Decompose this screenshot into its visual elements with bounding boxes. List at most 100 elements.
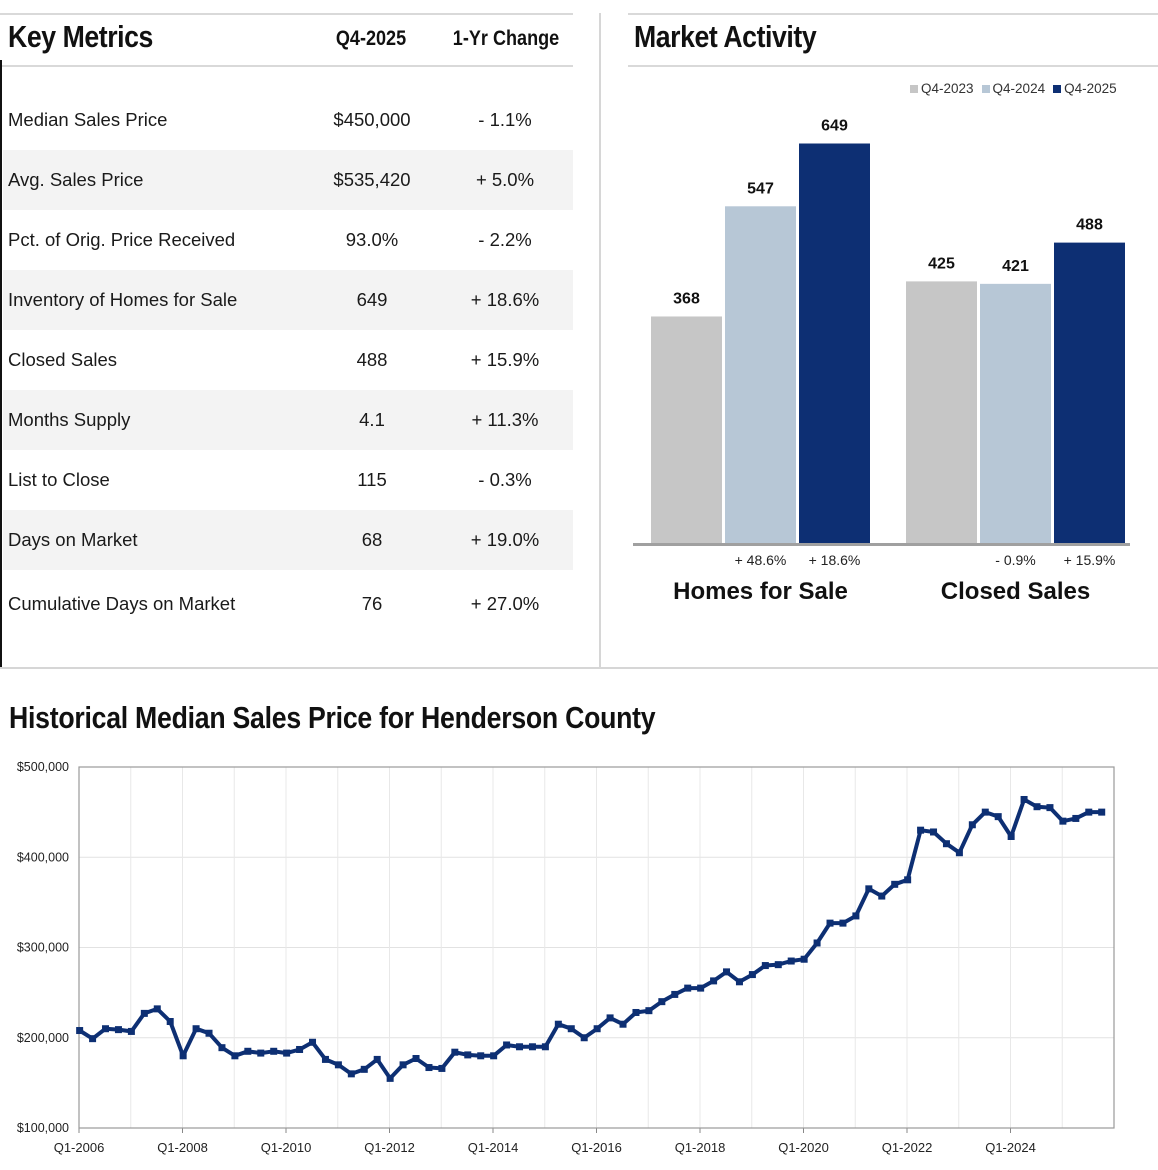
data-point	[761, 962, 769, 970]
legend-label: Q4-2025	[1064, 81, 1117, 96]
data-point	[102, 1025, 110, 1033]
data-point	[865, 885, 873, 893]
bar-value-label: 488	[1076, 217, 1103, 234]
bar-value-label: 368	[673, 290, 700, 307]
data-point	[930, 828, 938, 836]
data-point	[451, 1048, 459, 1056]
bar	[725, 206, 796, 544]
metric-label: Months Supply	[8, 409, 131, 430]
data-point	[425, 1064, 433, 1072]
bar-value-label: 421	[1002, 258, 1029, 275]
data-point	[360, 1065, 368, 1073]
data-point	[852, 912, 860, 920]
data-point	[528, 1043, 536, 1051]
data-point	[658, 998, 666, 1006]
metric-change: + 27.0%	[470, 593, 540, 614]
key-metrics-title: Key Metrics	[8, 19, 153, 54]
data-point	[735, 978, 743, 986]
metric-value: $535,420	[333, 169, 411, 190]
key-metrics-panel: Key Metrics Q4-2025 1-Yr Change Median S…	[0, 0, 600, 668]
metric-label: Avg. Sales Price	[8, 169, 144, 190]
data-point	[127, 1027, 135, 1035]
data-point	[684, 984, 692, 992]
x-tick-label: Q1-2024	[985, 1140, 1036, 1155]
x-tick-label: Q1-2012	[364, 1140, 415, 1155]
data-point	[904, 876, 912, 884]
data-point	[826, 919, 834, 927]
x-tick-label: Q1-2010	[261, 1140, 312, 1155]
metric-change: + 11.3%	[471, 409, 539, 430]
period-column-header: Q4-2025	[335, 27, 407, 50]
metric-row: Pct. of Orig. Price Received 93.0% - 2.2%	[3, 210, 573, 270]
legend-swatch	[1053, 85, 1062, 93]
metric-value: 93.0%	[345, 229, 399, 250]
bar-change-label: - 0.9%	[995, 552, 1035, 568]
data-point	[917, 826, 925, 834]
data-point	[671, 990, 679, 998]
data-point	[697, 984, 705, 992]
data-point	[981, 808, 989, 816]
data-point	[321, 1055, 329, 1063]
x-tick-label: Q1-2014	[468, 1140, 519, 1155]
data-point	[347, 1070, 355, 1078]
category-label: Closed Sales	[941, 578, 1090, 605]
metric-value: 649	[356, 289, 388, 310]
data-point	[296, 1045, 304, 1053]
data-point	[619, 1020, 627, 1028]
bar	[1054, 242, 1125, 544]
data-point	[464, 1051, 472, 1059]
legend-swatch	[981, 85, 990, 93]
data-point	[1033, 803, 1041, 811]
data-point	[76, 1027, 84, 1035]
metric-value: 76	[361, 593, 383, 614]
x-tick-label: Q1-2018	[675, 1140, 726, 1155]
metric-label: Pct. of Orig. Price Received	[8, 229, 236, 250]
data-point	[567, 1025, 575, 1033]
data-point	[955, 849, 963, 857]
y-tick-label: $100,000	[17, 1121, 69, 1135]
metric-row: Months Supply 4.1 + 11.3%	[3, 390, 573, 450]
y-tick-label: $400,000	[17, 850, 69, 864]
data-point	[1072, 814, 1080, 822]
data-point	[192, 1025, 200, 1033]
data-point	[1020, 795, 1028, 803]
metric-change: - 1.1%	[478, 109, 532, 130]
bar-change-label: + 48.6%	[735, 552, 787, 568]
metric-value: 68	[361, 529, 383, 550]
metric-label: List to Close	[8, 469, 110, 490]
data-point	[166, 1018, 174, 1026]
data-point	[140, 1009, 148, 1017]
metric-value: $450,000	[333, 109, 411, 130]
data-point	[1059, 817, 1067, 825]
data-point	[606, 1014, 614, 1022]
metric-value: 488	[356, 349, 388, 370]
market-activity-chart: 368 547 649 + 48.6% + 18.6% Homes for Sale 425…	[633, 118, 1130, 605]
metric-change: + 15.9%	[470, 349, 540, 370]
metric-row: Avg. Sales Price $535,420 + 5.0%	[3, 150, 573, 210]
bar-value-label: 425	[928, 255, 955, 272]
metric-label: Median Sales Price	[8, 109, 168, 130]
metric-change: - 0.3%	[478, 469, 532, 490]
data-point	[373, 1055, 381, 1063]
bar-change-label: + 15.9%	[1064, 552, 1116, 568]
top-rule	[0, 13, 573, 15]
historical-price-chart: $100,000 $200,000 $300,000 $400,000 $500,000…	[17, 760, 1115, 1155]
legend-swatch	[910, 85, 918, 93]
panel-divider	[599, 13, 601, 667]
header-rule	[0, 65, 573, 67]
metric-value: 115	[357, 469, 387, 490]
data-point	[490, 1052, 498, 1060]
x-tick-label: Q1-2016	[571, 1140, 622, 1155]
market-activity-title: Market Activity	[634, 19, 817, 54]
metric-row: Median Sales Price $450,000 - 1.1%	[3, 90, 573, 150]
legend-item: Q4-2025	[1053, 81, 1117, 96]
data-point	[89, 1035, 97, 1043]
category-label: Homes for Sale	[673, 578, 848, 605]
bar	[799, 143, 870, 543]
data-point	[1085, 808, 1093, 816]
data-point	[1098, 808, 1106, 816]
data-point	[231, 1052, 239, 1060]
data-point	[994, 813, 1002, 821]
data-point	[257, 1049, 265, 1057]
metrics-table: Median Sales Price $450,000 - 1.1% Avg. Sal…	[3, 90, 573, 638]
